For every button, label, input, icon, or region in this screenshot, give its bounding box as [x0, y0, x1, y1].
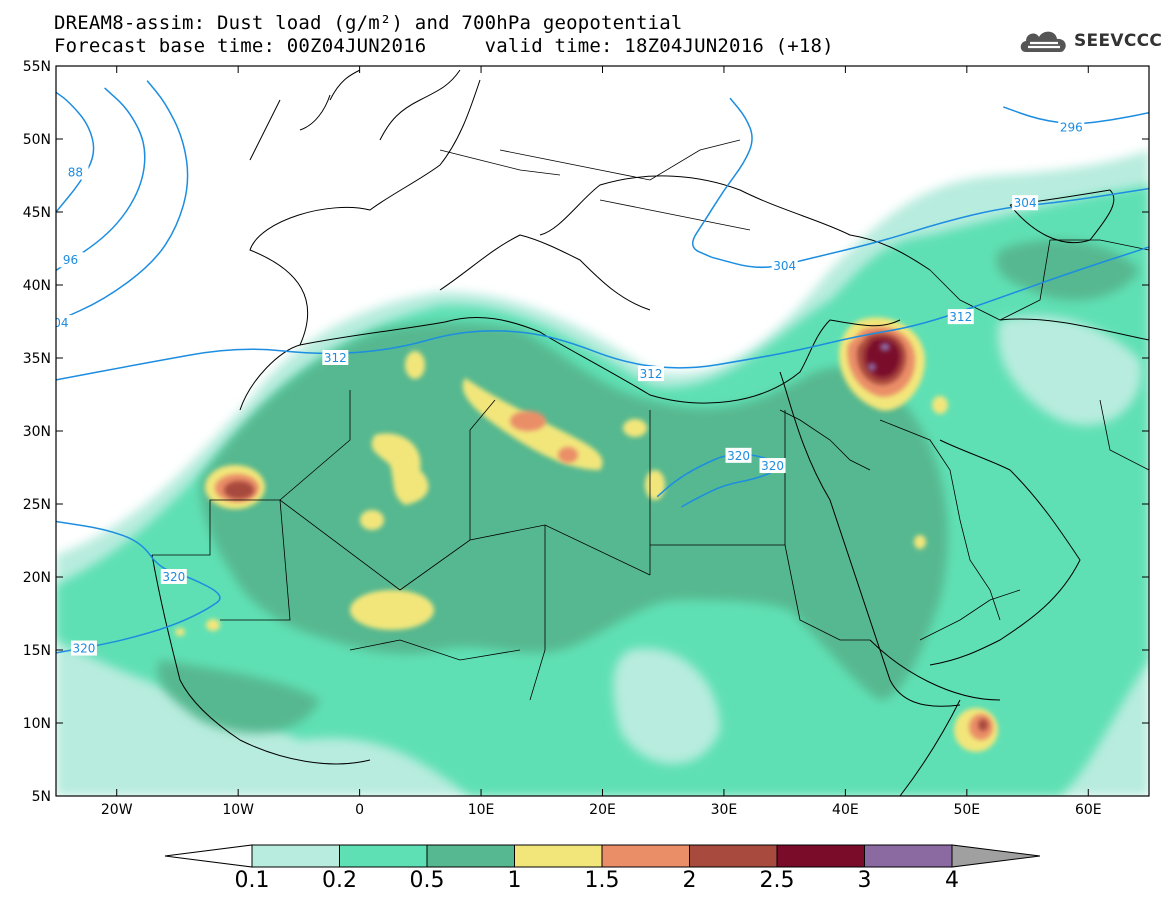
map-area: 312 312 312 304 304 296 320 320 320 320 88 96 04	[53, 66, 1149, 796]
colorbar-label: 2.5	[760, 868, 795, 893]
colorbar-swatch	[601, 844, 690, 868]
colorbar-label: 0.5	[410, 868, 445, 893]
lat-tick-label: 45N	[23, 205, 51, 221]
seevccc-logo: SEEVCCC	[1018, 26, 1162, 56]
contour-label-bg	[947, 309, 974, 325]
colorbar: 0.1 0.2 0.5 1 1.5 2 2.5 3 4	[164, 844, 1041, 893]
contour-line	[56, 80, 189, 323]
contour-line	[692, 97, 753, 258]
colorbar-label: 0.1	[235, 868, 270, 893]
contour-label: 312	[640, 367, 663, 381]
lat-tick-label: 15N	[23, 643, 51, 659]
lon-tick-label: 10E	[468, 802, 495, 818]
contour-label-bg	[70, 640, 97, 656]
logo-text: SEEVCCC	[1074, 31, 1163, 51]
contour-label-bg	[771, 258, 798, 274]
contour-label-bg	[322, 350, 349, 365]
colorbar-label: 2	[683, 868, 697, 893]
lon-tick-label: 30E	[711, 802, 738, 818]
colorbar-swatch	[864, 844, 953, 868]
contour-label-bg	[1012, 195, 1039, 211]
lat-tick-label: 50N	[23, 132, 51, 148]
geopotential-contours: 312 312 312 304 304 296 320 320 320 320 88 96 04	[53, 80, 1149, 656]
contour-line	[56, 520, 221, 654]
lat-tick-label: 30N	[23, 424, 51, 440]
colorbar-swatch	[514, 844, 603, 868]
lat-tick-label: 5N	[32, 789, 51, 805]
contour-label: 304	[773, 259, 796, 273]
contour-label-bg	[56, 314, 74, 330]
contour-label-bg	[160, 569, 187, 584]
lat-tick-label: 10N	[23, 716, 51, 732]
lon-tick-label: 10W	[222, 802, 254, 818]
lat-tick-label: 40N	[23, 278, 51, 294]
colorbar-swatch	[689, 844, 778, 868]
colorbar-label: 1	[508, 868, 522, 893]
lon-tick-label: 0	[355, 802, 364, 818]
contour-label: 96	[63, 253, 78, 267]
colorbar-label: 3	[858, 868, 872, 893]
colorbar-arrow-low	[164, 844, 253, 868]
lon-tick-label: 60E	[1075, 802, 1102, 818]
borders	[152, 139, 1149, 701]
axis-labels: 5N 10N 15N 20N 25N 30N 35N 40N 45N 50N 55N 20W 10W 0 1…	[23, 59, 1149, 818]
contour-line	[56, 91, 95, 213]
contour-label: 312	[949, 310, 972, 324]
lat-tick-label: 35N	[23, 351, 51, 367]
lat-tick-label: 55N	[23, 59, 51, 75]
contour-label: 88	[68, 166, 83, 180]
colorbar-label: 4	[945, 868, 959, 893]
cloud-logo-icon	[1020, 31, 1066, 52]
contour-label: 304	[1014, 196, 1037, 210]
contour-line	[1003, 106, 1149, 125]
lon-tick-label: 20W	[101, 802, 133, 818]
colorbar-label: 1.5	[585, 868, 620, 893]
contour-label-bg	[759, 458, 786, 474]
contour-label-bg	[638, 366, 665, 382]
colorbar-swatch	[426, 844, 515, 868]
contour-line	[56, 246, 1149, 381]
colorbar-arrow-high	[951, 844, 1041, 868]
forecast-time-line: Forecast base time: 00Z04JUN2016 valid t…	[54, 35, 834, 57]
contour-label: 320	[72, 642, 95, 656]
lat-tick-label: 20N	[23, 570, 51, 586]
contour-label: 320	[761, 459, 784, 473]
map-title: DREAM8-assim: Dust load (g/m²) and 700hP…	[54, 12, 683, 34]
contour-label-bg	[725, 447, 752, 463]
contour-line	[656, 453, 780, 508]
lon-tick-label: 20E	[589, 802, 616, 818]
contour-label-bg	[62, 164, 89, 180]
dust-field	[56, 150, 1149, 796]
colorbar-label: 0.2	[322, 868, 357, 893]
contour-label: 320	[727, 449, 750, 463]
lon-tick-label: 50E	[953, 802, 980, 818]
contour-label: 296	[1060, 120, 1083, 134]
contour-label: 04	[53, 316, 68, 330]
colorbar-swatch	[339, 844, 428, 868]
colorbar-swatch	[251, 844, 340, 868]
contour-label-bg	[1058, 119, 1085, 135]
lon-tick-label: 40E	[832, 802, 859, 818]
colorbar-swatch	[776, 844, 865, 868]
lat-tick-label: 25N	[23, 497, 51, 513]
coastlines	[151, 69, 1149, 796]
contour-label-bg	[57, 252, 84, 268]
contour-label: 312	[324, 351, 347, 365]
contour-label: 320	[162, 570, 185, 584]
